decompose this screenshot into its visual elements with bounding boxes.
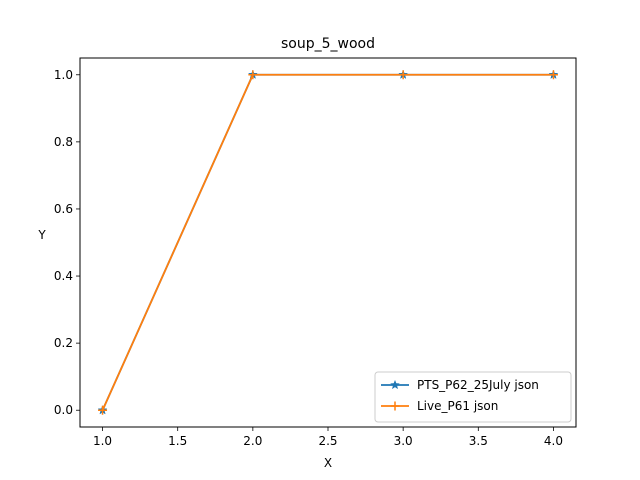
y-tick-label: 0.8 bbox=[54, 135, 73, 149]
legend-label-2: Live_P61 json bbox=[417, 399, 498, 413]
legend: PTS_P62_25July json Live_P61 json bbox=[374, 371, 572, 423]
series-2-point bbox=[98, 405, 108, 415]
series-2-point bbox=[398, 70, 408, 80]
legend-marker-2 bbox=[390, 401, 400, 411]
x-axis-label: X bbox=[324, 456, 332, 470]
legend-label-1: PTS_P62_25July json bbox=[417, 378, 539, 392]
chart-title: soup_5_wood bbox=[281, 36, 375, 52]
x-tick-label: 3.5 bbox=[469, 434, 488, 448]
x-tick-label: 4.0 bbox=[544, 434, 563, 448]
y-tick-label: 0.6 bbox=[54, 202, 73, 216]
x-tick-label: 2.5 bbox=[318, 434, 337, 448]
y-tick-label: 0.2 bbox=[54, 336, 73, 350]
x-tick-label: 1.0 bbox=[93, 434, 112, 448]
series-2-point bbox=[248, 70, 258, 80]
x-tick-label: 3.0 bbox=[394, 434, 413, 448]
series-line-2 bbox=[101, 73, 554, 411]
x-tick-label: 2.0 bbox=[243, 434, 262, 448]
legend-marker-1 bbox=[390, 379, 400, 390]
y-tick-label: 0.4 bbox=[54, 269, 73, 283]
y-tick-label: 0.0 bbox=[54, 403, 73, 417]
y-axis-label: Y bbox=[37, 228, 46, 242]
plot-area bbox=[97, 69, 559, 415]
legend-box bbox=[374, 371, 572, 423]
y-tick-label: 1.0 bbox=[54, 68, 73, 82]
series-2-point bbox=[548, 70, 558, 80]
x-tick-label: 1.5 bbox=[168, 434, 187, 448]
